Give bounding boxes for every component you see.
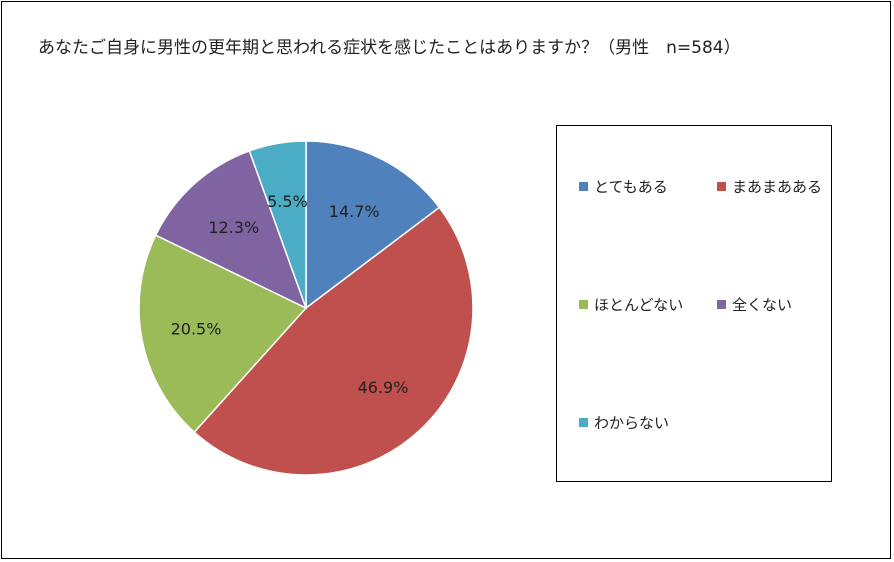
legend-label: 全くない — [732, 296, 793, 314]
pie-slice-3 — [154, 149, 308, 310]
legend-label: まあまあある — [732, 178, 823, 196]
legend-swatch — [579, 182, 588, 191]
legend-swatch — [579, 300, 588, 309]
pie-data-label-0: 14.7% — [329, 202, 380, 221]
legend-label: ほとんどない — [594, 296, 684, 314]
pie-slice-1 — [193, 206, 474, 476]
pie-data-label-4: 5.5% — [267, 192, 308, 211]
legend-item-wakaranai: わからない — [579, 412, 669, 433]
legend-label: わからない — [594, 414, 670, 432]
pie-slice-4 — [248, 140, 307, 309]
pie-slice-2 — [138, 234, 308, 434]
pie-slice-0 — [305, 140, 441, 310]
legend-item-maamaa-aru: まあまあある — [717, 176, 822, 197]
pie-data-label-3: 12.3% — [208, 218, 259, 237]
chart-title: あなたご自身に男性の更年期と思われる症状を感じたことはありますか？（男性 n=5… — [38, 38, 741, 58]
pie-data-label-1: 46.9% — [358, 378, 409, 397]
legend-swatch — [717, 182, 726, 191]
legend: とてもある まあまあある ほとんどない 全くない わからない — [556, 125, 832, 482]
legend-swatch — [579, 418, 588, 427]
legend-label: とてもある — [594, 178, 668, 196]
legend-swatch — [717, 300, 726, 309]
legend-item-totemo-aru: とてもある — [579, 176, 668, 197]
legend-item-mattaku-nai: 全くない — [717, 294, 792, 315]
legend-item-hotondo-nai: ほとんどない — [579, 294, 683, 315]
pie-data-label-2: 20.5% — [171, 319, 222, 338]
